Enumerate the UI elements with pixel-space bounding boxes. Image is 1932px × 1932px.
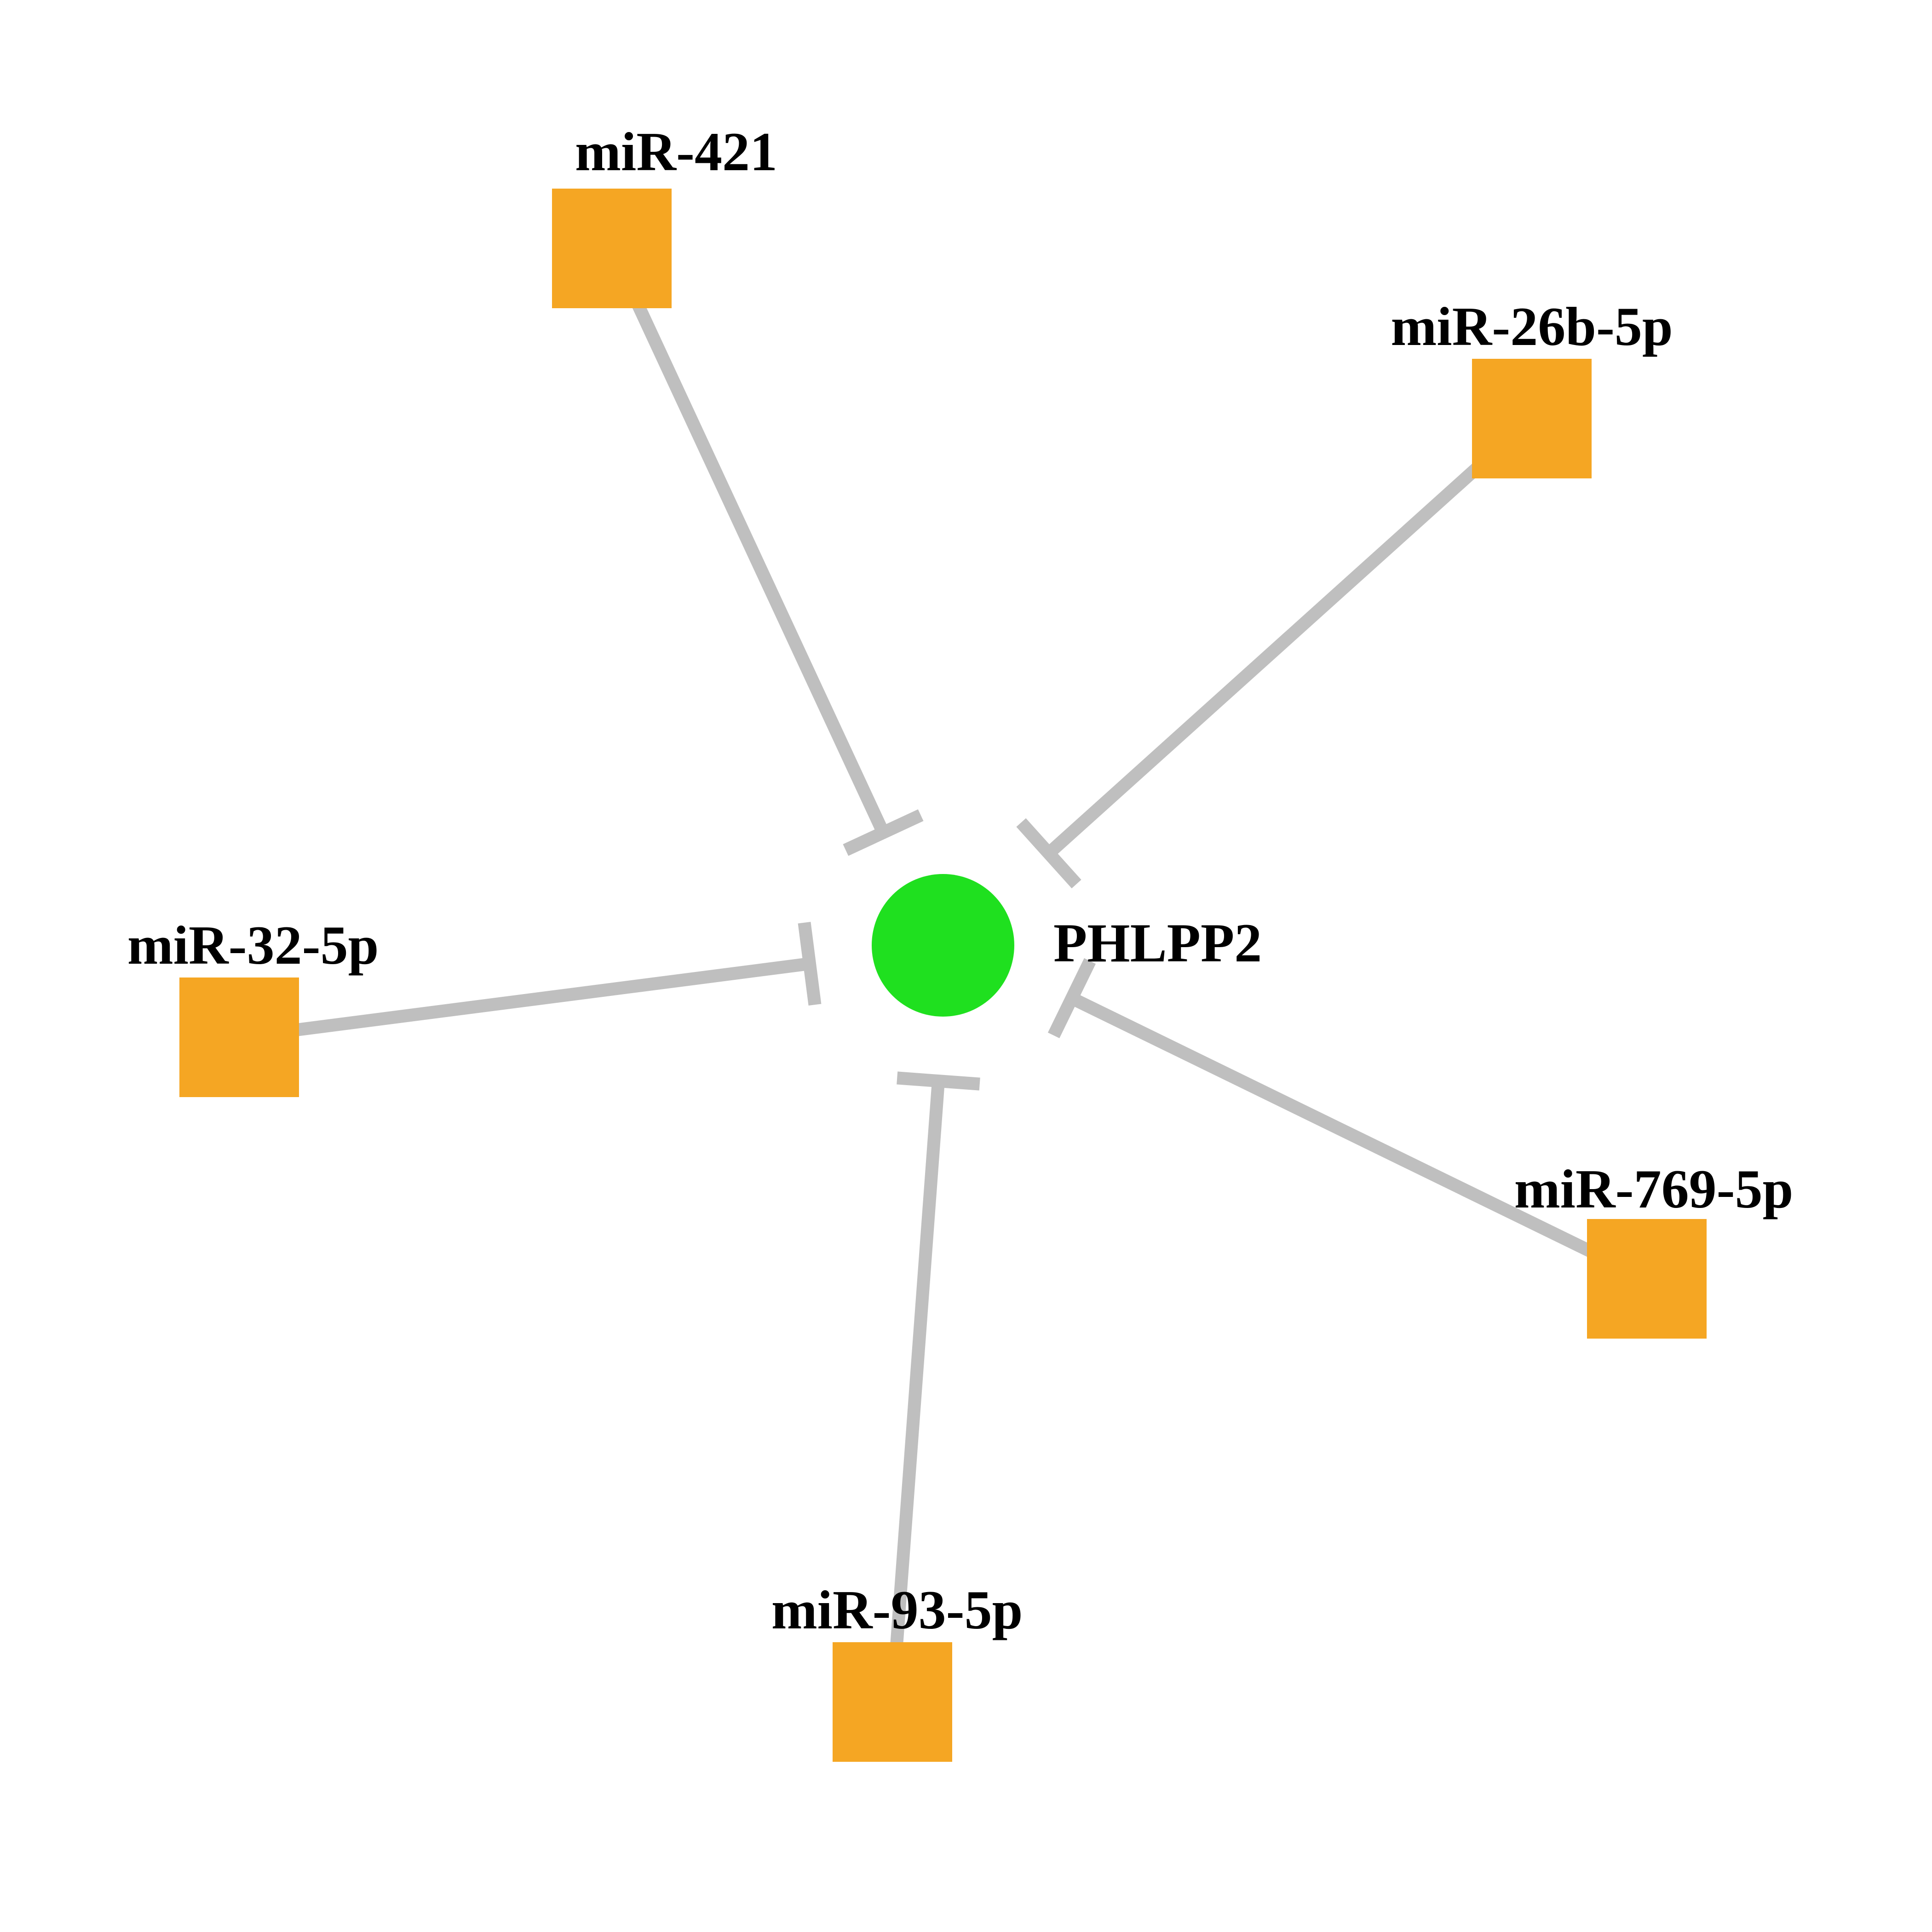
outer-node-label-mir-769-5p: miR-769-5p	[1514, 1158, 1794, 1219]
edge-mir-26b-5p-to-phlpp2	[1021, 419, 1532, 884]
edge-line	[1072, 998, 1647, 1279]
edge-line	[612, 248, 883, 833]
center-node-label: PHLPP2	[1053, 912, 1262, 973]
outer-node-mir-769-5p	[1587, 1219, 1707, 1339]
edge-mir-769-5p-to-phlpp2	[1054, 961, 1647, 1279]
outer-node-mir-32-5p	[179, 978, 299, 1097]
nodes-layer	[179, 189, 1707, 1762]
edge-mir-421-to-phlpp2	[612, 248, 921, 850]
outer-node-mir-26b-5p	[1472, 359, 1592, 478]
center-node-phlpp2	[872, 874, 1014, 1017]
outer-node-mir-93-5p	[833, 1642, 952, 1762]
outer-node-label-mir-26b-5p: miR-26b-5p	[1391, 296, 1673, 357]
outer-node-label-mir-93-5p: miR-93-5p	[771, 1579, 1023, 1640]
outer-node-label-mir-32-5p: miR-32-5p	[127, 914, 379, 976]
edge-tbar	[897, 1078, 980, 1084]
edge-line	[1049, 419, 1532, 853]
outer-node-mir-421	[552, 189, 672, 308]
edge-tbar	[804, 923, 815, 1005]
outer-node-label-mir-421: miR-421	[575, 121, 777, 182]
